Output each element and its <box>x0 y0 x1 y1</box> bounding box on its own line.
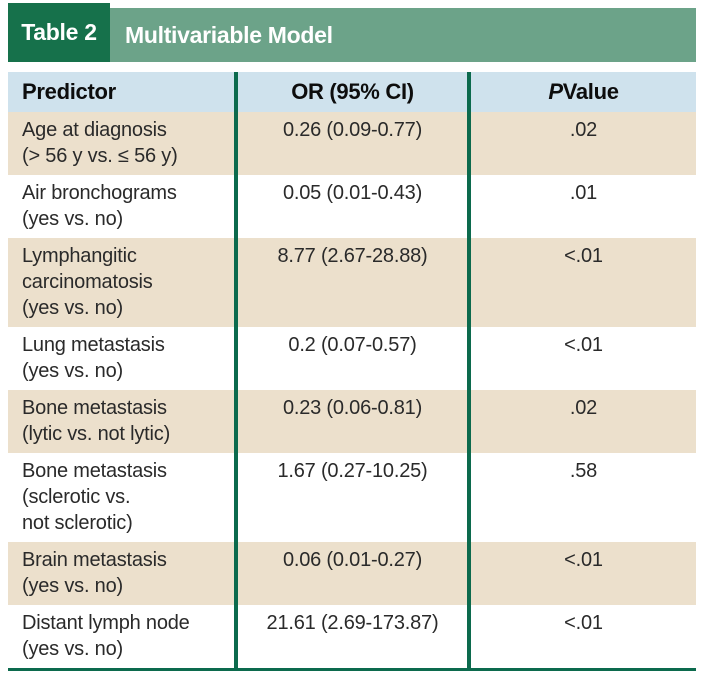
table-number-label: Table 2 <box>8 3 110 62</box>
table-title-bar: Table 2 Multivariable Model <box>8 3 696 62</box>
table-figure: Table 2 Multivariable Model Predictor OR… <box>0 3 703 679</box>
or-ci-cell: 0.06 (0.01-0.27) <box>238 542 471 605</box>
p-value-cell: .02 <box>569 397 598 419</box>
p-value-cell: <.01 <box>564 245 603 267</box>
p-value-cell: <.01 <box>564 334 603 356</box>
p-value-cell: <.01 <box>564 549 603 571</box>
table-bottom-rule <box>8 668 696 671</box>
p-value-header-italic-p: P <box>548 79 563 104</box>
or-ci-cell: 0.05 (0.01-0.43) <box>238 175 471 238</box>
table-body: Age at diagnosis (> 56 y vs. ≤ 56 y) 0.26… <box>8 112 696 668</box>
or-ci-cell: 0.23 (0.06-0.81) <box>238 390 471 453</box>
p-value-header-rest: Value <box>562 79 619 104</box>
column-header-or-ci: OR (95% CI) <box>238 72 471 112</box>
p-value-cell: .02 <box>569 119 598 141</box>
table-title: Multivariable Model <box>110 8 696 62</box>
column-header-predictor: Predictor <box>8 72 238 112</box>
table-row: Bone metastasis (sclerotic vs. not scler… <box>8 453 696 542</box>
column-header-p-value: P Value <box>471 72 696 112</box>
predictor-cell: Brain metastasis (yes vs. no) <box>8 542 238 605</box>
predictor-cell: Air bronchograms (yes vs. no) <box>8 175 238 238</box>
or-ci-cell: 21.61 (2.69-173.87) <box>238 605 471 668</box>
predictor-cell: Age at diagnosis (> 56 y vs. ≤ 56 y) <box>8 112 238 175</box>
table-row: Age at diagnosis (> 56 y vs. ≤ 56 y) 0.26… <box>8 112 696 175</box>
predictor-cell: Distant lymph node (yes vs. no) <box>8 605 238 668</box>
table-row: Lymphangitic carcinomatosis (yes vs. no)… <box>8 238 696 327</box>
data-table: Predictor OR (95% CI) P Value Age at dia… <box>8 72 696 671</box>
table-row: Distant lymph node (yes vs. no) 21.61 (2.… <box>8 605 696 668</box>
table-row: Bone metastasis (lytic vs. not lytic) 0.2… <box>8 390 696 453</box>
predictor-cell: Bone metastasis (lytic vs. not lytic) <box>8 390 238 453</box>
or-ci-cell: 0.2 (0.07-0.57) <box>238 327 471 390</box>
p-value-cell: .58 <box>569 460 598 482</box>
or-ci-cell: 1.67 (0.27-10.25) <box>238 453 471 542</box>
table-header-row: Predictor OR (95% CI) P Value <box>8 72 696 112</box>
p-value-cell: .01 <box>569 182 598 204</box>
or-ci-cell: 0.26 (0.09-0.77) <box>238 112 471 175</box>
table-row: Brain metastasis (yes vs. no) 0.06 (0.01-… <box>8 542 696 605</box>
predictor-cell: Lymphangitic carcinomatosis (yes vs. no) <box>8 238 238 327</box>
predictor-cell: Lung metastasis (yes vs. no) <box>8 327 238 390</box>
table-row: Lung metastasis (yes vs. no) 0.2 (0.07-0.… <box>8 327 696 390</box>
or-ci-cell: 8.77 (2.67-28.88) <box>238 238 471 327</box>
predictor-cell: Bone metastasis (sclerotic vs. not scler… <box>8 453 238 542</box>
p-value-cell: <.01 <box>564 612 603 634</box>
table-row: Air bronchograms (yes vs. no) 0.05 (0.01-… <box>8 175 696 238</box>
